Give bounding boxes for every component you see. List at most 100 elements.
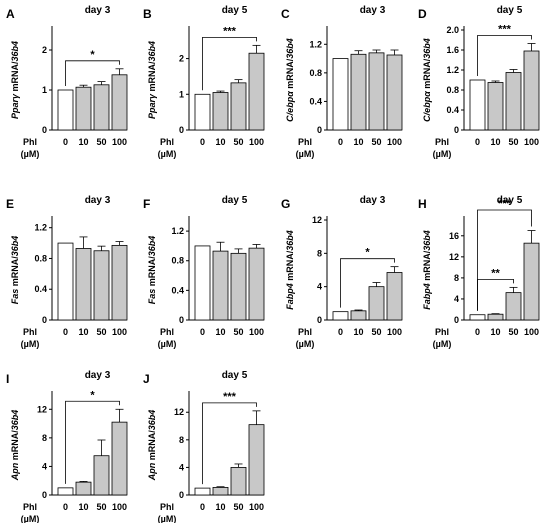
bar-10 [75, 481, 92, 496]
y-tick-label: 2.0 [446, 25, 459, 35]
bar-50 [93, 455, 110, 496]
x-axis-label: Phl [298, 137, 312, 147]
bar-100 [523, 50, 540, 131]
y-tick-label: 0.4 [171, 285, 184, 295]
y-tick-label: 8 [317, 248, 322, 258]
significance-bracket [202, 36, 257, 91]
y-axis-label: Fabp4 mRNA/36b4 [285, 230, 295, 310]
y-axis-label: Fas mRNA/36b4 [147, 236, 157, 305]
bar-100 [386, 54, 403, 131]
y-tick-label: 1.6 [446, 45, 459, 55]
significance-bracket [477, 35, 532, 76]
panel-letter: G [281, 197, 290, 211]
significance-bracket [340, 258, 395, 308]
x-tick-label: 50 [371, 327, 381, 337]
y-axis-label-mid: mRNA/ [422, 250, 432, 283]
panel-title: day 3 [360, 5, 386, 16]
y-tick-label: 4 [179, 462, 184, 472]
y-tick-label: 12 [174, 407, 184, 417]
x-tick-label: 100 [112, 137, 127, 147]
x-tick-label: 10 [353, 327, 363, 337]
bar-100 [111, 74, 128, 131]
x-tick-label: 0 [475, 327, 480, 337]
y-tick-label: 1 [179, 89, 184, 99]
x-tick-label: 0 [338, 327, 343, 337]
x-tick-label: 100 [112, 502, 127, 512]
x-axis-label: Phl [298, 327, 312, 337]
y-axis-gene: Pparγ [147, 93, 157, 119]
bar-0 [57, 242, 74, 321]
significance-bracket [202, 402, 257, 485]
bar-0 [194, 245, 211, 321]
y-axis-label: Apn mRNA/36b4 [147, 410, 157, 482]
y-tick-label: 2 [179, 54, 184, 64]
bar-50 [230, 82, 247, 131]
y-tick-label: 0 [317, 315, 322, 325]
bar-0 [469, 79, 486, 131]
y-tick-label: 1.2 [34, 223, 47, 233]
bar-0 [194, 487, 211, 496]
bar-50 [230, 252, 247, 321]
y-axis-gene: Apn [10, 462, 20, 481]
panel-letter: C [281, 7, 290, 21]
y-axis-label-mid: mRNA/ [147, 256, 157, 289]
panel-title: day 5 [497, 195, 523, 206]
bar-50 [505, 72, 522, 131]
panel-letter: A [6, 7, 15, 21]
y-axis-label-mid: mRNA/ [422, 58, 432, 91]
significance-label: ** [491, 267, 500, 279]
y-tick-label: 2 [42, 45, 47, 55]
bar-50 [230, 467, 247, 496]
bar-100 [386, 272, 403, 321]
bar-0 [332, 58, 349, 131]
x-tick-label: 50 [233, 137, 243, 147]
x-axis-unit: (µM) [158, 514, 177, 523]
y-axis-gene: Pparγ [10, 93, 20, 119]
panel-title: day 3 [85, 195, 111, 206]
x-axis-unit: (µM) [21, 339, 40, 349]
panel-letter: E [6, 197, 14, 211]
y-axis-label-mid: mRNA/ [10, 61, 20, 94]
significance-label: *** [498, 198, 512, 210]
x-axis-unit: (µM) [296, 339, 315, 349]
x-tick-label: 100 [249, 327, 264, 337]
y-axis-ref: 36b4 [10, 41, 20, 62]
y-tick-label: 4 [42, 461, 47, 471]
bar-100 [248, 52, 265, 131]
x-tick-label: 0 [475, 137, 480, 147]
panel-title: day 3 [85, 5, 111, 16]
bar-100 [111, 421, 128, 496]
x-axis-unit: (µM) [433, 149, 452, 159]
significance-label: * [90, 389, 95, 401]
panel-title: day 5 [222, 5, 248, 16]
y-tick-label: 0.4 [446, 105, 459, 115]
x-tick-label: 100 [524, 327, 539, 337]
bar-10 [75, 248, 92, 321]
x-tick-label: 100 [387, 327, 402, 337]
x-tick-label: 10 [353, 137, 363, 147]
y-tick-label: 1.2 [309, 39, 322, 49]
x-tick-label: 0 [338, 137, 343, 147]
y-tick-label: 0 [179, 490, 184, 500]
x-tick-label: 10 [490, 137, 500, 147]
x-tick-label: 100 [524, 137, 539, 147]
y-axis-ref: 36b4 [10, 410, 20, 431]
x-tick-label: 100 [387, 137, 402, 147]
significance-label: * [90, 49, 95, 61]
significance-bracket [65, 400, 120, 484]
y-tick-label: 12 [449, 252, 459, 262]
bar-10 [350, 53, 367, 131]
significance-bracket [65, 60, 120, 86]
significance-label: *** [223, 25, 237, 37]
x-axis-unit: (µM) [158, 149, 177, 159]
panel-title: day 5 [497, 5, 523, 16]
y-tick-label: 0 [42, 125, 47, 135]
y-axis-ref: 36b4 [422, 230, 432, 251]
panel-title: day 3 [360, 195, 386, 206]
